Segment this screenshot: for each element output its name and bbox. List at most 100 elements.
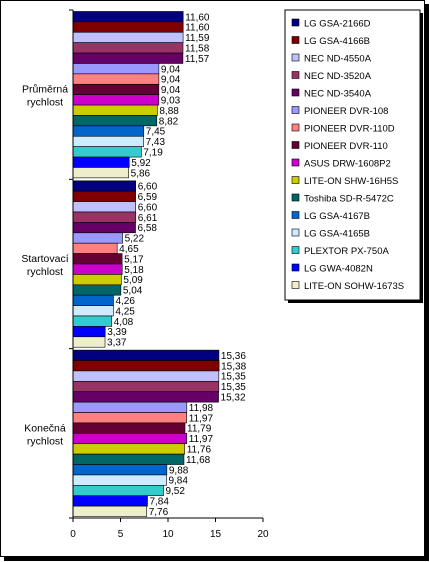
data-label: 11,68 [186, 455, 211, 466]
data-label: 11,97 [189, 434, 214, 445]
data-label: 6,59 [138, 192, 158, 203]
legend-swatch [292, 177, 299, 184]
data-label: 9,88 [169, 465, 189, 476]
bar [73, 337, 105, 347]
bar [73, 105, 157, 115]
x-tick-label: 5 [118, 529, 124, 540]
data-label: 6,58 [138, 223, 158, 234]
data-label: 5,92 [131, 158, 151, 169]
data-label: 7,84 [149, 497, 169, 508]
bar [73, 295, 113, 305]
category-label-line: Konečná [24, 422, 66, 434]
category-label: Startovací rychlost [21, 253, 68, 278]
bar [73, 274, 121, 284]
data-label: 7,76 [149, 507, 169, 518]
legend-swatch [292, 89, 299, 96]
category-label-line: Startovací [21, 253, 68, 265]
data-label: 4,25 [115, 306, 135, 317]
bar [73, 371, 219, 381]
legend-swatch [292, 194, 299, 201]
data-label: 11,58 [185, 43, 210, 54]
legend-swatch [292, 247, 299, 254]
data-label: 5,17 [124, 254, 144, 265]
bar [73, 496, 147, 506]
bar [73, 147, 141, 157]
bar [73, 475, 166, 485]
bar [73, 243, 117, 253]
bar [73, 126, 144, 136]
legend-label: LG GSA-4165B [304, 229, 370, 240]
category-label-line: Průměrná [22, 84, 68, 96]
bar [73, 413, 187, 423]
data-label: 6,60 [138, 182, 158, 193]
legend-label: Toshiba SD-R-5472C [304, 194, 394, 205]
legend-label: NEC ND-3520A [304, 71, 372, 82]
category-label-line: rychlost [27, 435, 63, 447]
bar [73, 53, 183, 63]
bar [73, 233, 123, 243]
bar [73, 43, 183, 53]
bar [73, 423, 185, 433]
bar [73, 254, 122, 264]
data-label: 5,86 [131, 168, 151, 179]
legend-label: PIONEER DVR-110D [304, 124, 395, 135]
bar [73, 316, 112, 326]
legend-swatch [292, 37, 299, 44]
bar [73, 361, 219, 371]
category-label-line: rychlost [27, 97, 63, 109]
legend-label: NEC ND-3540A [304, 89, 372, 100]
data-label: 9,52 [165, 486, 185, 497]
legend-label: LG GSA-4167B [304, 211, 370, 222]
legend-swatch [292, 282, 299, 289]
data-label: 15,38 [221, 361, 246, 372]
data-label: 7,19 [143, 147, 163, 158]
legend-swatch [292, 159, 299, 166]
bar [73, 11, 183, 21]
data-label: 11,60 [185, 12, 210, 23]
bar [73, 181, 136, 191]
bar [73, 63, 159, 73]
bar [73, 191, 136, 201]
data-label: 8,82 [159, 116, 179, 127]
bar [73, 264, 122, 274]
bar [73, 136, 144, 146]
legend-label: LITE-ON SOHW-1673S [304, 281, 404, 292]
bar [73, 444, 185, 454]
legend-label: LITE-ON SHW-16H5S [304, 176, 398, 187]
x-tick-label: 0 [70, 529, 76, 540]
legend-swatch [292, 19, 299, 26]
bar [73, 157, 129, 167]
bar [73, 167, 129, 177]
data-label: 3,39 [107, 327, 127, 338]
bar [73, 454, 184, 464]
data-label: 4,08 [114, 317, 134, 328]
x-tick-label: 20 [257, 529, 269, 540]
legend-swatch [292, 54, 299, 61]
data-label: 15,36 [221, 351, 246, 362]
legend-swatch [292, 264, 299, 271]
legend-label: ASUS DRW-1608P2 [304, 159, 391, 170]
legend-label: LG GSA-2166D [304, 19, 371, 30]
legend-swatch [292, 72, 299, 79]
legend-label: PIONEER DVR-110 [304, 141, 388, 152]
category-label: Konečná rychlost [24, 422, 66, 447]
legend-label: LG GSA-4166B [304, 36, 370, 47]
data-label: 6,61 [138, 213, 158, 224]
data-label: 9,04 [161, 85, 181, 96]
data-label: 15,32 [221, 393, 246, 404]
bar [73, 392, 219, 402]
bar [73, 115, 157, 125]
bar [73, 222, 136, 232]
data-label: 9,84 [168, 476, 188, 487]
legend-swatch [292, 142, 299, 149]
bar [73, 74, 159, 84]
data-label: 15,35 [221, 382, 246, 393]
legend-swatch [292, 107, 299, 114]
bar [73, 506, 147, 516]
data-label: 9,04 [161, 64, 181, 75]
data-label: 7,45 [146, 127, 166, 138]
data-label: 11,57 [185, 54, 210, 65]
bar [73, 381, 219, 391]
